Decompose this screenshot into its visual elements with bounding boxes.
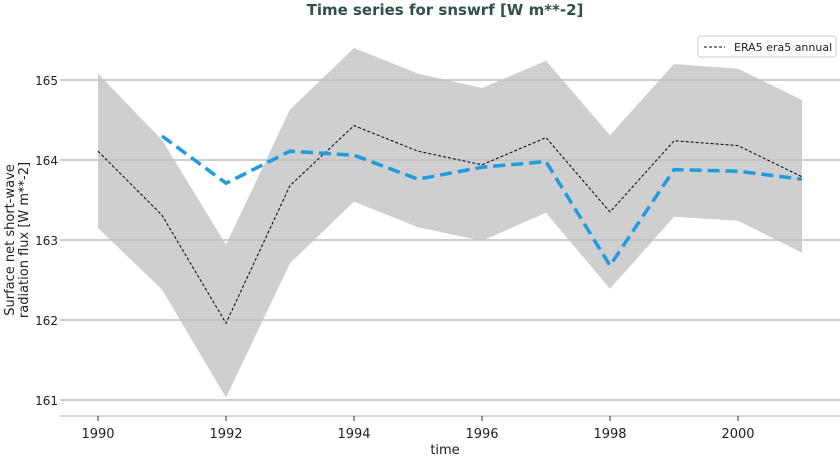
y-axis-label-line-2: radiation flux [W m**-2] bbox=[17, 162, 32, 318]
y-tick-label: 162 bbox=[35, 314, 58, 328]
y-axis-label: Surface net short-wave radiation flux [W… bbox=[3, 162, 32, 318]
y-tick-label: 165 bbox=[35, 74, 58, 88]
x-tick-label: 1990 bbox=[81, 427, 114, 442]
y-axis-label-line-1: Surface net short-wave bbox=[3, 164, 18, 316]
y-tick-label: 164 bbox=[35, 154, 58, 168]
x-tick-label: 1992 bbox=[209, 427, 242, 442]
x-tick-label: 1994 bbox=[337, 427, 370, 442]
x-tick-label: 1996 bbox=[465, 427, 498, 442]
legend-label-era5: ERA5 era5 annual bbox=[734, 41, 832, 54]
x-tick-label: 2000 bbox=[721, 427, 754, 442]
y-tick-label: 161 bbox=[35, 394, 58, 408]
uncertainty-band bbox=[98, 48, 802, 398]
legend: ERA5 era5 annual bbox=[697, 35, 837, 58]
legend-box bbox=[697, 35, 837, 58]
chart-title: Time series for snswrf [W m**-2] bbox=[307, 1, 584, 19]
y-tick-label: 163 bbox=[35, 234, 58, 248]
series-line-era5 bbox=[97, 125, 803, 325]
series-line-blue bbox=[160, 134, 803, 269]
x-tick-label: 1998 bbox=[593, 427, 626, 442]
x-axis-label: time bbox=[430, 443, 459, 457]
